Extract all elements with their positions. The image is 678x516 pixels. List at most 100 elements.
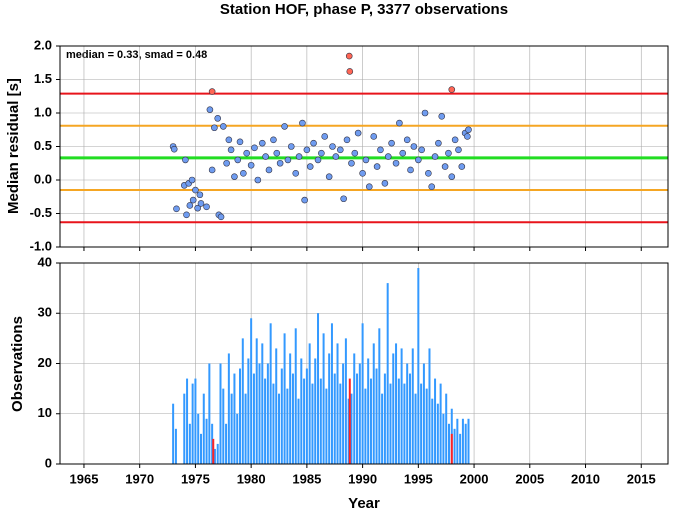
point — [208, 88, 216, 95]
bar — [255, 338, 258, 464]
point — [206, 106, 214, 113]
bar — [381, 393, 384, 464]
bar — [317, 313, 320, 464]
bar — [286, 388, 289, 464]
point — [287, 143, 295, 150]
point — [276, 159, 284, 167]
point — [407, 166, 414, 174]
bar — [420, 383, 423, 464]
bar — [278, 393, 281, 464]
bar — [280, 368, 283, 464]
bar — [314, 358, 317, 464]
bar — [239, 368, 242, 464]
plot-frame — [59, 45, 669, 248]
point — [262, 153, 269, 160]
point — [251, 144, 258, 152]
chart-title: Station HOF, phase P, 3377 observations — [220, 1, 508, 18]
bar — [358, 363, 361, 464]
bar — [194, 378, 197, 464]
point — [301, 196, 308, 204]
point — [431, 153, 439, 160]
bar — [174, 428, 177, 464]
bar — [411, 348, 414, 464]
bar — [389, 383, 392, 464]
point — [428, 183, 436, 190]
y-tick-label: 0.5 — [34, 138, 52, 153]
point — [254, 176, 262, 184]
point — [329, 143, 336, 150]
bar — [431, 398, 434, 464]
x-tick-label: 1990 — [348, 471, 377, 486]
point — [270, 136, 277, 144]
bar — [436, 403, 439, 464]
bar — [188, 423, 191, 464]
bar — [328, 353, 331, 464]
point — [217, 213, 225, 221]
bar — [356, 373, 359, 464]
x-tick-label: 2015 — [627, 471, 656, 486]
bar — [230, 393, 233, 464]
y-tick-label: 0.0 — [34, 171, 52, 186]
bar — [225, 423, 228, 464]
x-tick-label: 2000 — [460, 471, 489, 486]
point — [448, 86, 456, 93]
bar — [272, 383, 275, 464]
point — [345, 52, 353, 60]
bar — [439, 383, 442, 464]
y-tick-label: 2.0 — [34, 37, 52, 52]
point — [445, 149, 452, 157]
point — [208, 166, 216, 174]
point — [194, 204, 201, 212]
bar — [353, 353, 356, 464]
bar — [325, 388, 328, 464]
bar — [342, 363, 345, 464]
point — [435, 139, 442, 147]
bar — [367, 358, 370, 464]
point — [231, 173, 238, 180]
bar — [283, 333, 286, 464]
bar — [202, 393, 205, 464]
bar — [222, 388, 225, 464]
point — [292, 170, 300, 177]
bar — [453, 428, 456, 464]
point — [354, 129, 362, 137]
point — [421, 109, 429, 117]
y-tick-label: 0 — [45, 455, 52, 470]
point — [314, 156, 322, 164]
bar — [172, 403, 175, 464]
point — [223, 159, 230, 167]
bar — [428, 348, 431, 464]
bar — [183, 393, 186, 464]
bar — [406, 363, 409, 464]
point — [348, 159, 355, 167]
y-tick-label: 30 — [38, 305, 52, 320]
bar — [216, 443, 219, 464]
point — [318, 149, 325, 157]
point — [370, 133, 378, 140]
bar — [330, 323, 333, 464]
point — [381, 180, 389, 187]
point — [247, 161, 255, 169]
bar — [348, 378, 351, 464]
bar — [291, 373, 294, 464]
bar — [344, 338, 347, 464]
point — [351, 149, 359, 157]
point — [225, 136, 233, 144]
point — [299, 119, 306, 127]
point — [196, 191, 204, 199]
bar — [397, 378, 400, 464]
y-tick-label: 1.0 — [34, 104, 52, 119]
point — [173, 205, 180, 213]
bar — [459, 433, 462, 464]
point — [362, 156, 370, 164]
bar — [339, 383, 342, 464]
bar — [264, 378, 267, 464]
bar — [350, 393, 353, 464]
bar — [241, 338, 244, 464]
point — [183, 211, 190, 219]
point — [219, 123, 227, 130]
bar — [414, 393, 417, 464]
point — [258, 139, 266, 147]
point — [236, 138, 244, 146]
x-tick-label: 1975 — [181, 471, 210, 486]
